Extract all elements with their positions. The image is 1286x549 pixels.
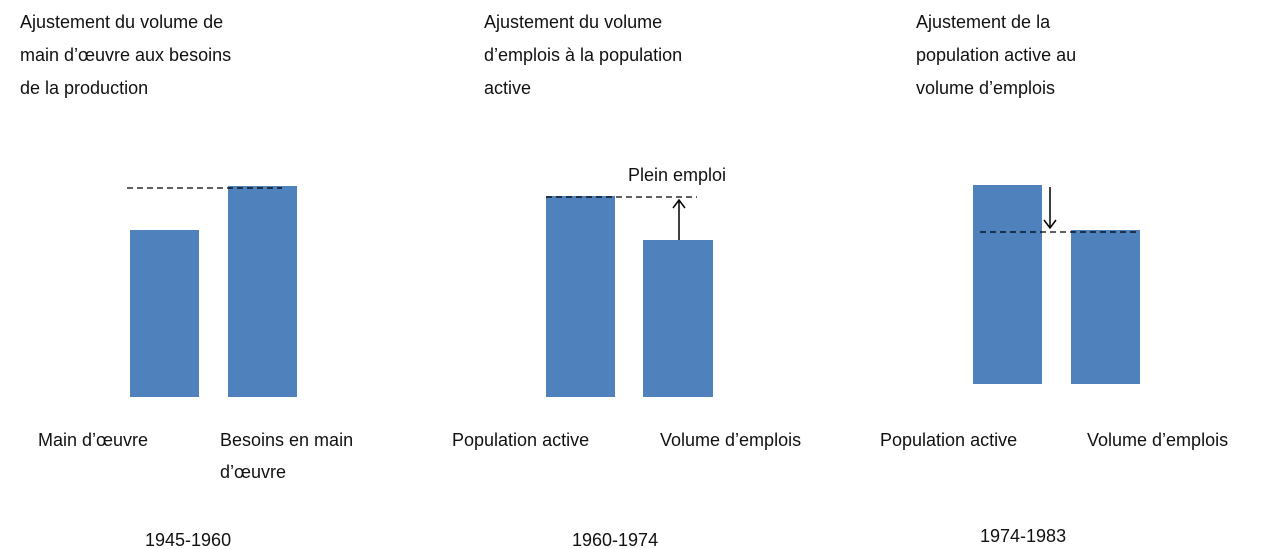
panel-title: Ajustement du volume de <box>20 12 223 32</box>
bar-label: Population active <box>880 430 1017 450</box>
period: 1960-1974 <box>572 530 658 549</box>
bar <box>228 186 297 397</box>
panel-title: population active au <box>916 45 1076 65</box>
panel-title: volume d’emplois <box>916 78 1055 98</box>
annotation: Plein emploi <box>628 165 726 185</box>
bar-label: Besoins en main <box>220 430 353 450</box>
panel-title: main d’œuvre aux besoins <box>20 45 231 65</box>
arrow <box>1043 187 1057 230</box>
arrow <box>672 198 686 240</box>
panel-title: d’emplois à la population <box>484 45 682 65</box>
panel-title: Ajustement du volume <box>484 12 662 32</box>
bar <box>130 230 199 397</box>
period: 1974-1983 <box>980 526 1066 546</box>
bar <box>643 240 713 397</box>
bar-label: d’œuvre <box>220 462 286 482</box>
period: 1945-1960 <box>145 530 231 549</box>
panel-title: Ajustement de la <box>916 12 1051 32</box>
bar <box>546 196 615 397</box>
panel-title: de la production <box>20 78 148 98</box>
bar <box>973 185 1042 384</box>
panel-title: active <box>484 78 531 98</box>
bar <box>1071 230 1140 384</box>
bar-label: Main d’œuvre <box>38 430 148 450</box>
bar-label: Volume d’emplois <box>660 430 801 450</box>
bar-label: Volume d’emplois <box>1087 430 1228 450</box>
bar-label: Population active <box>452 430 589 450</box>
